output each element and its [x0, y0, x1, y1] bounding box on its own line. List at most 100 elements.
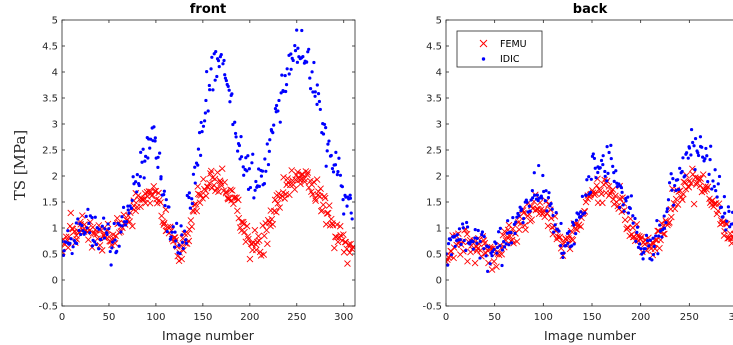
femu-point: [215, 188, 222, 196]
idic-point: [589, 177, 593, 181]
femu-point: [188, 223, 196, 230]
idic-point: [601, 162, 605, 167]
idic-point: [93, 215, 97, 219]
idic-point: [110, 240, 115, 244]
femu-point: [447, 247, 455, 255]
idic-point: [62, 249, 66, 253]
idic-point: [696, 153, 701, 158]
idic-point: [715, 195, 719, 199]
femu-point: [696, 182, 704, 190]
y-tick-label: 1: [436, 224, 442, 235]
idic-point: [134, 180, 138, 184]
femu-point: [129, 222, 136, 230]
front-y-axis-label: TS [MPa]: [11, 130, 29, 200]
idic-point: [322, 122, 327, 127]
idic-point: [626, 211, 631, 215]
idic-point: [521, 221, 525, 225]
idic-point: [139, 150, 143, 154]
femu-point: [336, 222, 344, 230]
idic-point: [153, 139, 157, 143]
idic-point: [117, 223, 122, 227]
idic-point: [253, 188, 257, 192]
idic-point: [471, 247, 475, 251]
femu-point: [230, 200, 237, 208]
femu-point: [273, 208, 280, 216]
idic-point: [170, 230, 174, 234]
idic-point: [268, 138, 272, 142]
idic-point: [579, 214, 583, 219]
x-tick-label: 100: [146, 312, 165, 323]
idic-point: [273, 107, 278, 111]
femu-point: [697, 175, 704, 182]
idic-point: [311, 90, 315, 94]
idic-point: [217, 65, 221, 69]
idic-point: [234, 135, 238, 139]
idic-point: [617, 205, 622, 210]
idic-point: [213, 78, 217, 82]
femu-point: [666, 219, 673, 226]
idic-point: [482, 247, 486, 251]
idic-point: [175, 221, 179, 225]
idic-point: [701, 155, 705, 159]
idic-point: [522, 216, 526, 221]
idic-point: [530, 188, 534, 193]
idic-point: [265, 142, 269, 146]
idic-point: [190, 202, 194, 206]
idic-point: [226, 84, 230, 88]
idic-point: [685, 151, 689, 155]
idic-point: [100, 224, 104, 228]
legend-femu-label: FEMU: [500, 39, 527, 50]
idic-point: [293, 44, 297, 48]
idic-point: [131, 175, 135, 179]
y-tick-label: 1.5: [426, 198, 442, 209]
idic-point: [237, 143, 242, 148]
femu-point: [593, 182, 601, 189]
idic-point: [169, 235, 173, 239]
idic-point: [599, 158, 604, 163]
idic-point: [665, 209, 669, 214]
x-tick-label: 50: [103, 312, 116, 323]
idic-point: [115, 249, 119, 253]
idic-point: [163, 204, 167, 208]
idic-point: [478, 239, 482, 244]
idic-point: [113, 238, 117, 242]
idic-point: [662, 226, 667, 230]
idic-point: [224, 78, 228, 83]
femu-point: [573, 226, 581, 233]
idic-point: [108, 249, 112, 254]
femu-point: [300, 175, 308, 183]
idic-point: [495, 251, 499, 255]
front-x-axis-label: Image number: [162, 328, 255, 343]
idic-point: [71, 245, 75, 249]
idic-point: [723, 211, 727, 215]
femu-point: [64, 244, 72, 252]
idic-point: [621, 203, 625, 207]
idic-point: [453, 234, 457, 238]
idic-point: [241, 165, 245, 169]
x-tick-label: 250: [287, 312, 306, 323]
femu-point: [346, 249, 354, 257]
idic-point: [335, 173, 339, 177]
idic-point: [552, 230, 556, 234]
femu-point: [284, 178, 292, 186]
femu-point: [654, 227, 661, 235]
idic-point: [583, 211, 587, 215]
femu-point: [712, 199, 720, 207]
idic-point: [504, 242, 508, 246]
idic-point: [609, 143, 613, 147]
idic-point: [325, 149, 329, 153]
idic-point: [86, 207, 90, 211]
femu-point: [157, 199, 164, 206]
idic-point: [674, 188, 678, 193]
idic-point: [331, 170, 336, 174]
femu-point: [569, 236, 577, 244]
idic-point: [713, 168, 717, 172]
idic-point: [141, 147, 145, 151]
idic-point: [704, 146, 708, 151]
idic-point: [149, 137, 153, 141]
idic-point: [708, 158, 712, 162]
idic-point: [121, 205, 126, 209]
idic-point: [514, 220, 518, 224]
femu-point: [582, 198, 590, 206]
femu-point: [463, 230, 471, 238]
